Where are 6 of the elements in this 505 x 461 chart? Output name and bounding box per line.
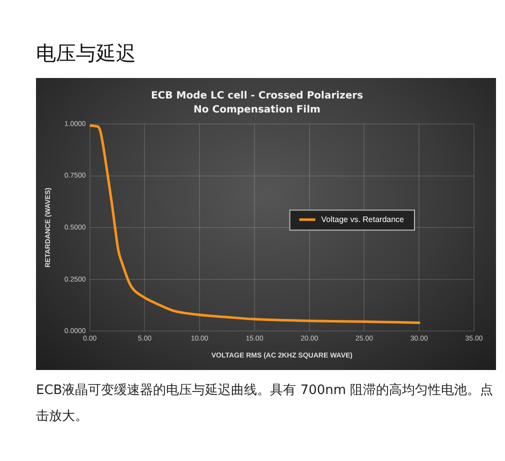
line-series: [90, 124, 420, 324]
text: 电压与延迟: [36, 40, 136, 67]
chart-subtitle: No Compensation Film: [194, 104, 320, 116]
text: ECB液晶可变缓速器的电压与延迟曲线。具有 700nm 阻滞的高均匀性电池。点击放大。: [36, 382, 494, 426]
chart-title: ECB Mode LC cell - Crossed Polarizers: [150, 90, 364, 102]
legend-label: Voltage vs. Retardance: [321, 214, 405, 224]
